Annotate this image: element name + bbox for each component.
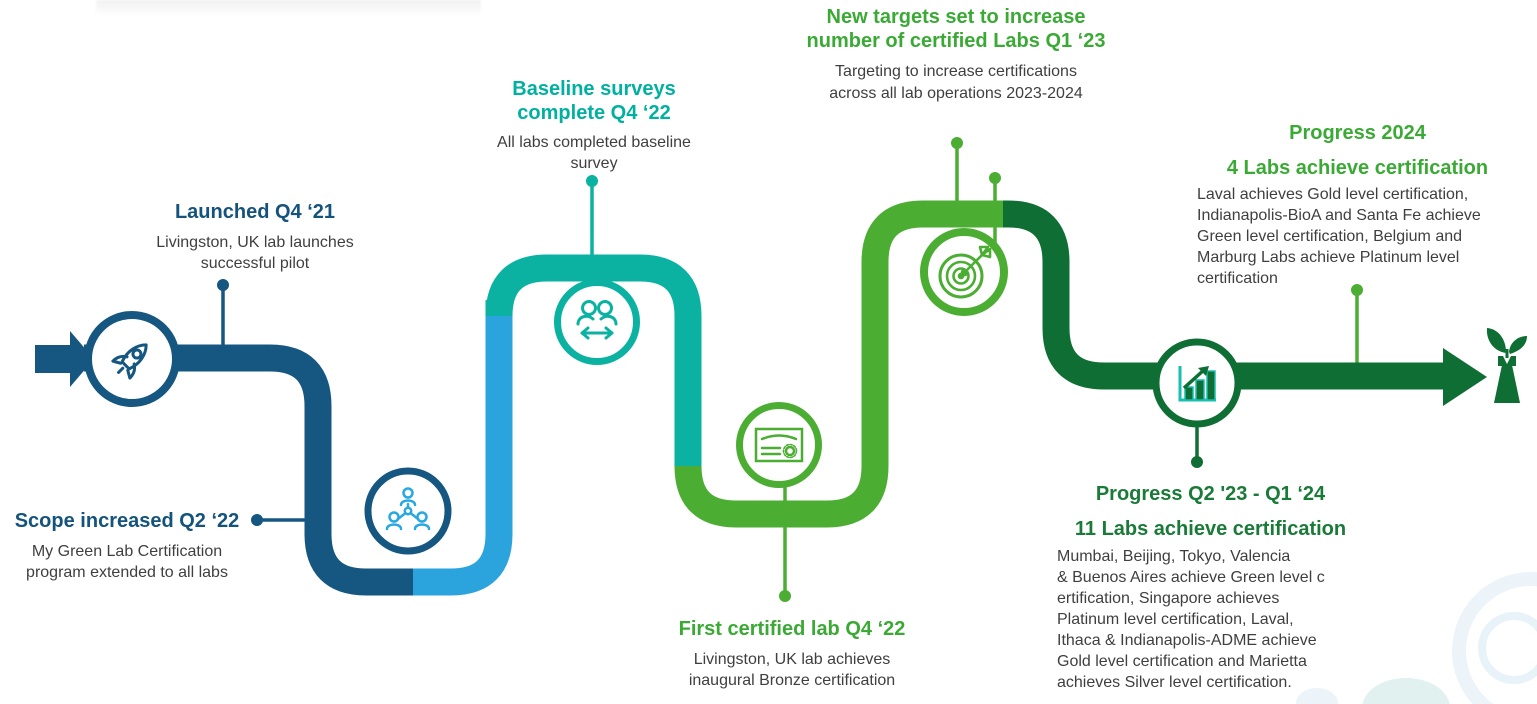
milestone-circle-baseline — [554, 279, 640, 365]
body-progress-2024: Laval achieves Gold level certification,… — [1197, 186, 1481, 287]
heading-progress-q2: Progress Q2 '23 - Q1 ‘24 — [1095, 483, 1326, 505]
milestone-circle-launched — [84, 311, 180, 407]
body-launched: Livingston, UK lab launches successful p… — [156, 234, 354, 272]
green-lab-plant-icon — [1486, 328, 1527, 403]
connector-first-certified — [779, 482, 791, 602]
body-baseline-surveys: All labs completed baseline survey — [497, 134, 691, 172]
subheading-progress-q2: 11 Labs achieve certification — [1074, 518, 1347, 540]
connector-scope-increased — [251, 514, 308, 526]
org-people-icon — [385, 487, 431, 531]
path-segment-green — [674, 200, 1004, 528]
path-segment-dark-green — [1003, 200, 1447, 390]
start-arrow-icon — [35, 331, 94, 387]
end-arrow-icon — [1443, 348, 1487, 406]
watermark-blob-blue — [1296, 688, 1338, 704]
milestone-circle-scope — [364, 467, 452, 555]
path-segment-light-blue — [413, 300, 513, 596]
target-icon — [938, 245, 992, 299]
path-segment-teal — [485, 254, 702, 467]
body-first-certified: Livingston, UK lab achieves inaugural Br… — [688, 651, 896, 689]
cropped-title-artifact — [96, 0, 481, 15]
survey-people-icon — [576, 300, 618, 340]
body-progress-q2: Mumbai, Beijing, Tokyo, Valencia & Bueno… — [1057, 548, 1325, 691]
heading-progress-2024: Progress 2024 — [1289, 122, 1426, 144]
heading-launched: Launched Q4 ‘21 — [174, 201, 336, 223]
certificate-icon — [754, 427, 804, 463]
watermark-circle-small — [1478, 612, 1537, 684]
bar-chart-icon — [1178, 366, 1216, 402]
milestone-circle-first-certified — [736, 402, 822, 488]
heading-new-targets: New targets set to increase number of ce… — [806, 6, 1106, 52]
heading-baseline-surveys: Baseline surveys complete Q4 ‘22 — [512, 78, 676, 124]
body-new-targets: Targeting to increase certifications acr… — [829, 63, 1083, 102]
connector-progress-2024 — [1351, 284, 1363, 368]
heading-first-certified: First certified lab Q4 ‘22 — [678, 618, 906, 640]
connector-launched — [217, 279, 229, 348]
path-segment-dark-blue — [84, 344, 414, 596]
body-scope-increased: My Green Lab Certification program exten… — [26, 543, 228, 581]
rocket-icon — [111, 343, 148, 380]
heading-scope-increased: Scope increased Q2 ‘22 — [14, 510, 240, 532]
subheading-progress-2024: 4 Labs achieve certification — [1226, 157, 1489, 179]
